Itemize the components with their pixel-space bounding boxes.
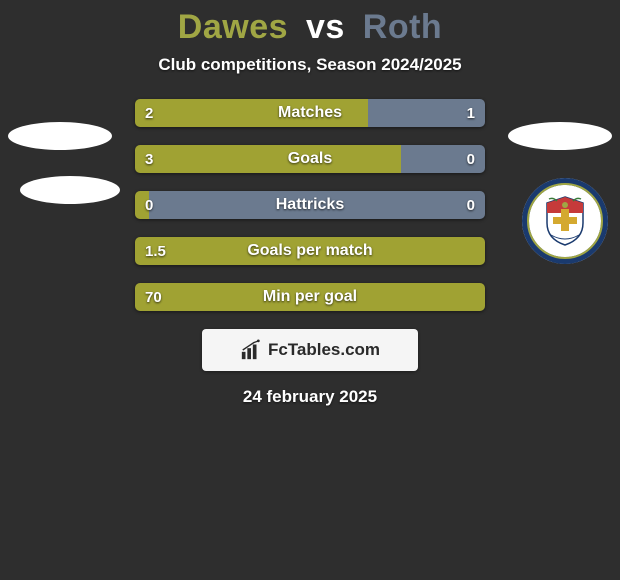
bar-left-fill: [135, 283, 485, 311]
bar-right-value: 0: [467, 191, 475, 219]
bar-right-value: 1: [467, 99, 475, 127]
comparison-card: Dawes vs Roth Club competitions, Season …: [0, 0, 620, 580]
bar-left-value: 0: [145, 191, 153, 219]
stat-bar: 70Min per goal: [135, 283, 485, 311]
fctables-text: FcTables.com: [268, 340, 380, 360]
bar-left-value: 3: [145, 145, 153, 173]
bar-left-fill: [135, 145, 401, 173]
player-left-name: Dawes: [178, 8, 288, 46]
stat-bar: 1.5Goals per match: [135, 237, 485, 265]
page-title: Dawes vs Roth: [0, 8, 620, 47]
vs-text: vs: [306, 8, 345, 46]
decor-ellipse-right: [508, 122, 612, 150]
bar-left-value: 1.5: [145, 237, 166, 265]
crest-icon: [543, 195, 587, 247]
bar-left-value: 70: [145, 283, 162, 311]
decor-ellipse-left-1: [8, 122, 112, 150]
decor-ellipse-left-2: [20, 176, 120, 204]
stat-bar: 21Matches: [135, 99, 485, 127]
club-badge: SLOUGH TOWN F.C. SERVE WITH HONOUR: [522, 178, 608, 264]
bar-chart-icon: [240, 339, 262, 361]
player-right-name: Roth: [363, 8, 442, 46]
bar-left-value: 2: [145, 99, 153, 127]
stat-bar: 00Hattricks: [135, 191, 485, 219]
subtitle: Club competitions, Season 2024/2025: [0, 55, 620, 75]
bar-right-value: 0: [467, 145, 475, 173]
fctables-badge[interactable]: FcTables.com: [202, 329, 418, 371]
bar-left-fill: [135, 99, 368, 127]
bar-right-fill: [149, 191, 485, 219]
stat-bar: 30Goals: [135, 145, 485, 173]
date-text: 24 february 2025: [0, 387, 620, 407]
stat-bars: 21Matches30Goals00Hattricks1.5Goals per …: [135, 99, 485, 311]
bar-left-fill: [135, 237, 485, 265]
